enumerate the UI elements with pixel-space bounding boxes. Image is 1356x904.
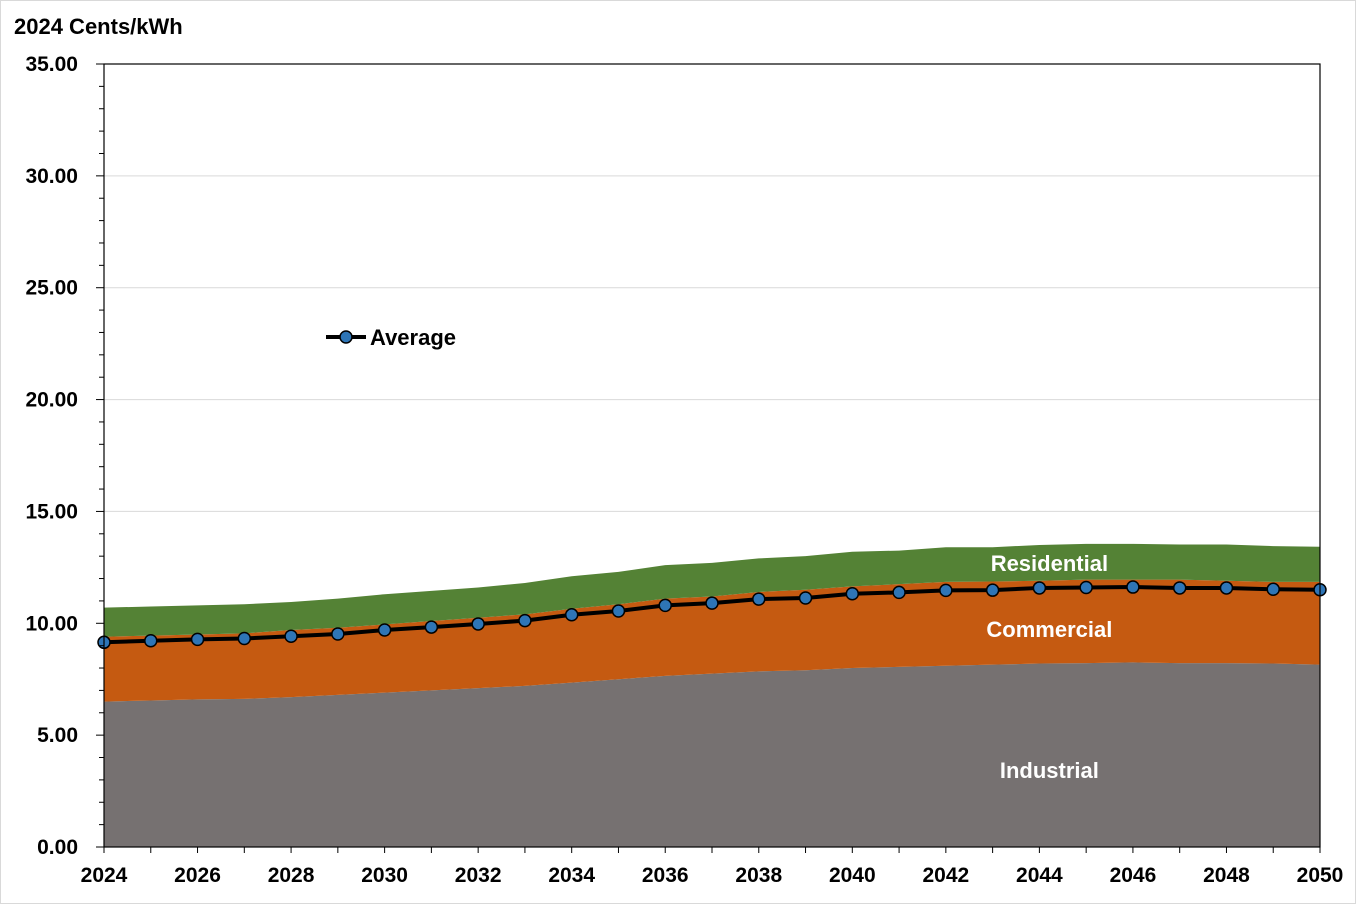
area-label-industrial: Industrial bbox=[1000, 758, 1099, 783]
y-tick-label-20-00: 20.00 bbox=[25, 389, 78, 412]
y-tick-label-25-00: 25.00 bbox=[25, 277, 78, 300]
y-tick-label-15-00: 15.00 bbox=[25, 500, 78, 523]
y-tick-label-30-00: 30.00 bbox=[25, 165, 78, 188]
legend-label-average: Average bbox=[370, 325, 456, 350]
point-average-2046 bbox=[1126, 580, 1140, 594]
x-tick-label-2032: 2032 bbox=[455, 864, 502, 887]
point-average-2048 bbox=[1219, 581, 1234, 595]
stacked-areas bbox=[104, 543, 1320, 847]
x-tick-label-2034: 2034 bbox=[548, 864, 595, 887]
area-label-residential: Residential bbox=[991, 551, 1108, 576]
point-average-2028 bbox=[284, 629, 298, 644]
point-average-2029 bbox=[331, 627, 345, 641]
area-industrial bbox=[104, 662, 1320, 847]
point-average-2026 bbox=[190, 632, 205, 647]
x-tick-label-2040: 2040 bbox=[829, 864, 876, 887]
y-tick-label-10-00: 10.00 bbox=[25, 612, 78, 635]
y-tick-label-0-00: 0.00 bbox=[37, 836, 78, 859]
point-average-2040 bbox=[845, 587, 860, 601]
point-average-2049 bbox=[1266, 582, 1280, 597]
point-average-2031 bbox=[424, 620, 439, 634]
point-average-2033 bbox=[518, 613, 532, 628]
x-tick-label-2048: 2048 bbox=[1203, 864, 1250, 887]
area-labels: Industrial Commercial Residential bbox=[986, 551, 1112, 783]
point-average-2037 bbox=[705, 596, 719, 610]
point-average-2027 bbox=[237, 631, 252, 646]
y-tick-label-35-00: 35.00 bbox=[25, 53, 78, 76]
area-residential bbox=[104, 543, 1320, 637]
area-commercial bbox=[104, 579, 1320, 702]
point-average-2043 bbox=[985, 583, 1000, 597]
area-label-commercial: Commercial bbox=[986, 617, 1112, 642]
x-tick-label-2024: 2024 bbox=[81, 864, 128, 887]
x-tick-label-2028: 2028 bbox=[268, 864, 315, 887]
x-tick-label-2026: 2026 bbox=[174, 864, 221, 887]
point-average-2036 bbox=[658, 598, 672, 613]
point-average-2044 bbox=[1032, 581, 1047, 595]
point-average-2034 bbox=[564, 608, 579, 622]
x-tick-label-2050: 2050 bbox=[1297, 864, 1344, 887]
point-average-2047 bbox=[1172, 581, 1187, 595]
x-tick-label-2042: 2042 bbox=[922, 864, 969, 887]
y-axis-unit-label: 2024 Cents/kWh bbox=[14, 14, 183, 39]
point-average-2045 bbox=[1079, 580, 1093, 595]
point-average-2041 bbox=[892, 585, 906, 600]
legend-swatch-marker-average bbox=[339, 330, 353, 344]
x-tick-label-2036: 2036 bbox=[642, 864, 689, 887]
point-average-2032 bbox=[471, 617, 485, 631]
point-average-2025 bbox=[144, 633, 158, 648]
x-tick-label-2046: 2046 bbox=[1110, 864, 1157, 887]
axes: 0.00 5.00 10.00 15.00 20.00 25.00 30.00 35.00 20… bbox=[25, 53, 1343, 887]
x-tick-label-2030: 2030 bbox=[361, 864, 408, 887]
x-tick-label-2044: 2044 bbox=[1016, 864, 1063, 887]
legend: Average bbox=[326, 325, 456, 350]
point-average-2039 bbox=[798, 591, 813, 605]
x-tick-label-2038: 2038 bbox=[735, 864, 782, 887]
point-average-2038 bbox=[752, 592, 766, 606]
point-average-2035 bbox=[611, 604, 626, 618]
y-tick-label-5-00: 5.00 bbox=[37, 724, 78, 747]
point-average-2042 bbox=[939, 583, 953, 598]
point-average-2030 bbox=[377, 623, 392, 637]
